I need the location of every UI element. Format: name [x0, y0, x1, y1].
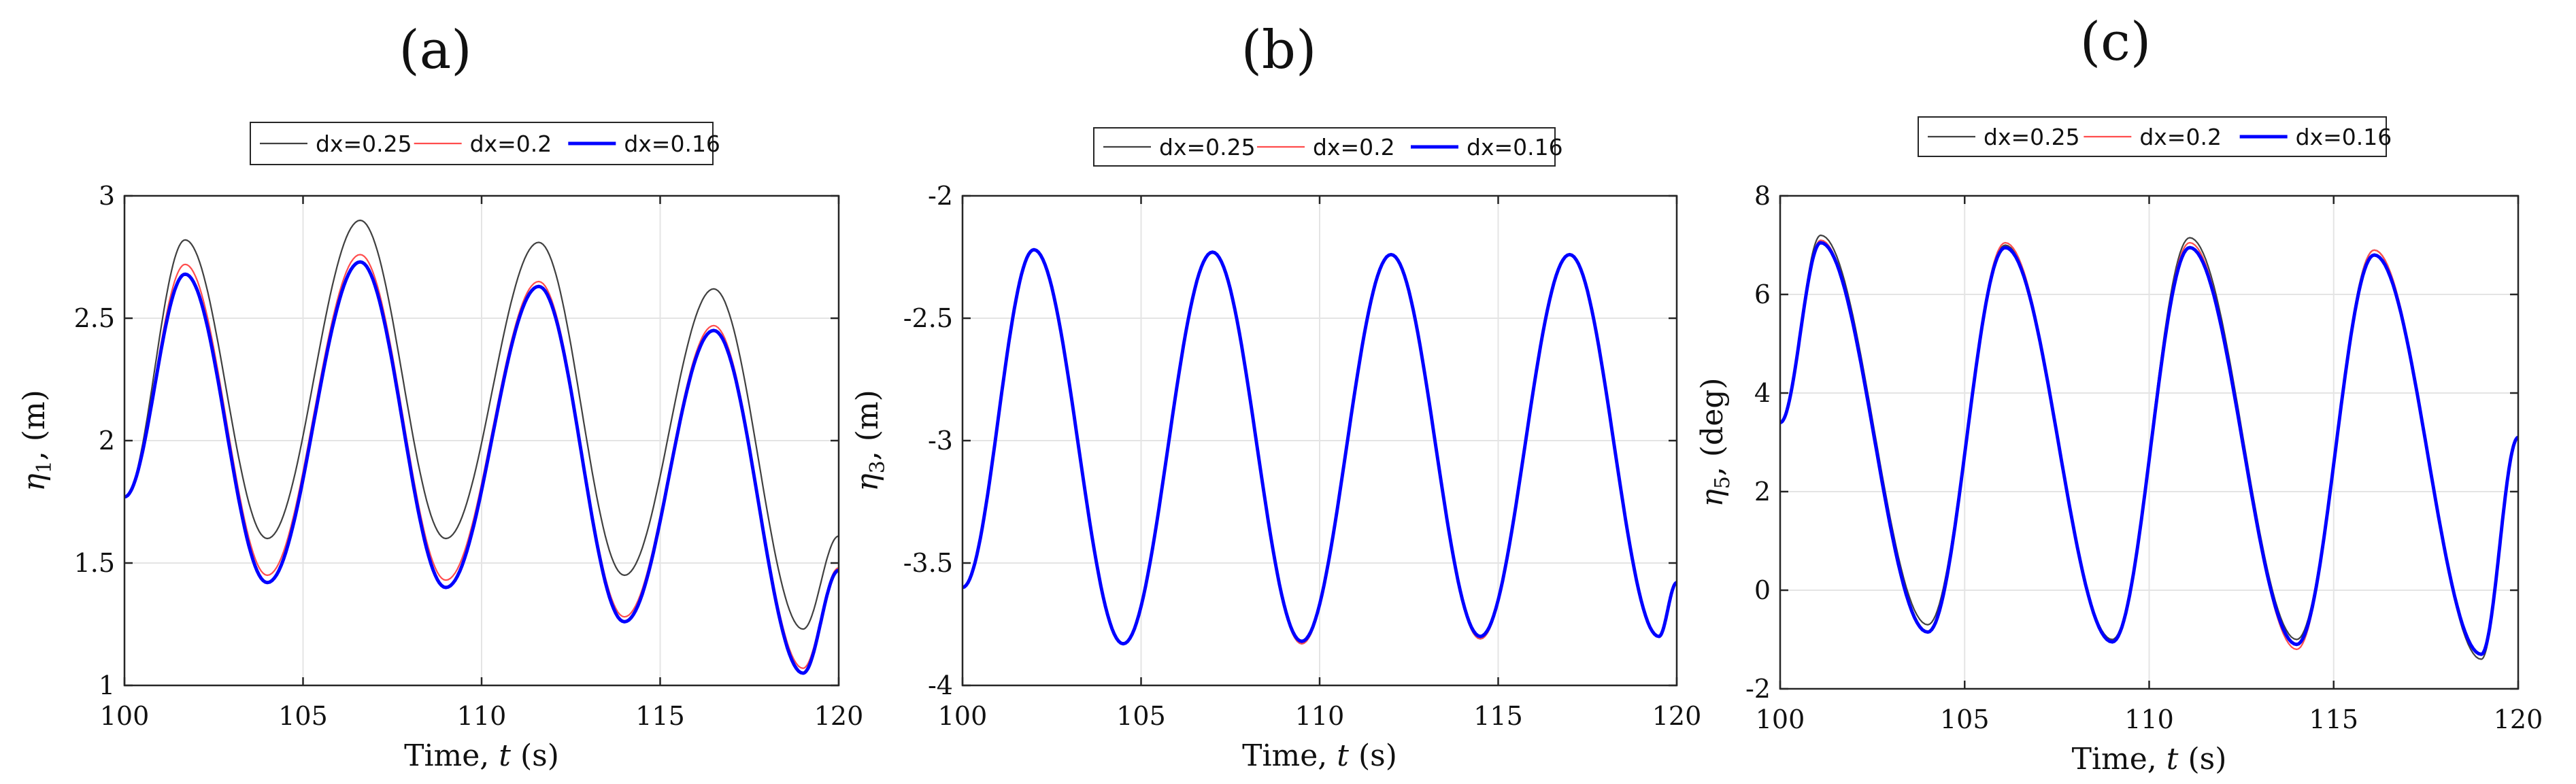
legend-box [250, 122, 714, 165]
chart-panel-2: (b) 100 105 110 115 120 -4 -3.5 -3 -2.5 -2 Time, t … [850, 20, 1701, 773]
y-tick-label: 2.5 [74, 303, 115, 333]
y-tick-label: -2.5 [903, 303, 953, 333]
y-axis-label-symbol: η [17, 473, 52, 491]
y-axis-label: η3, (m) [850, 390, 890, 492]
series-line-dx=0.16 [1779, 241, 2520, 656]
x-tick-label: 105 [278, 701, 328, 731]
x-tick-label: 100 [938, 701, 988, 731]
x-axis-label-prefix: Time, [2072, 742, 2167, 777]
x-axis-label: Time, t (s) [404, 738, 559, 773]
series-line-dx=0.16 [124, 260, 840, 675]
x-axis-label-var: t [499, 738, 511, 773]
panel-label: (b) [1241, 20, 1317, 81]
x-tick-label: 120 [1652, 701, 1702, 731]
x-tick-label: 105 [1940, 704, 1990, 734]
y-axis-label-subscript: 1 [33, 460, 56, 473]
x-tick-label: 115 [635, 701, 685, 731]
y-axis-label-symbol: η [1695, 489, 1730, 507]
x-axis-label-var: t [1337, 738, 1349, 773]
x-axis-label-unit: (s) [1349, 738, 1397, 773]
x-tick-label: 100 [100, 701, 150, 731]
y-tick-label: 1 [99, 670, 115, 700]
series-line-dx=0.16 [962, 248, 1678, 646]
x-tick-label: 115 [2309, 704, 2358, 734]
legend-box [1093, 127, 1556, 167]
y-axis-label-symbol: η [850, 473, 885, 491]
legend-label: dx=0.16 [1467, 134, 1563, 160]
legend-box [1918, 116, 2387, 157]
y-axis-label: η5, (deg) [1695, 377, 1735, 507]
x-axis-label: Time, t (s) [1242, 738, 1397, 773]
y-axis-label-subscript: 3 [866, 460, 890, 473]
legend: dx=0.25 dx=0.2 dx=0.16 [250, 122, 720, 165]
legend: dx=0.25 dx=0.2 dx=0.16 [1918, 116, 2392, 157]
x-tick-label: 110 [2124, 704, 2174, 734]
legend-label: dx=0.16 [624, 131, 720, 157]
y-tick-label: 4 [1754, 378, 1771, 408]
y-axis-label-unit: , (deg) [1695, 377, 1730, 476]
legend-label: dx=0.25 [1159, 134, 1256, 160]
legend-label: dx=0.25 [316, 131, 412, 157]
y-axis-label-unit: , (m) [17, 390, 52, 460]
legend-label: dx=0.25 [1984, 124, 2080, 150]
x-axis-label-unit: (s) [2178, 742, 2226, 777]
y-tick-label: -2 [1745, 674, 1771, 704]
y-tick-label: 6 [1754, 279, 1771, 309]
x-tick-label: 105 [1116, 701, 1166, 731]
legend: dx=0.25 dx=0.2 dx=0.16 [1093, 127, 1563, 167]
panel-label: (c) [2080, 12, 2152, 73]
legend-label: dx=0.2 [470, 131, 552, 157]
y-axis-label-unit: , (m) [850, 390, 885, 460]
legend-label: dx=0.16 [2296, 124, 2392, 150]
y-tick-label: -2 [928, 181, 953, 211]
x-axis-label-unit: (s) [511, 738, 559, 773]
y-tick-label: -4 [928, 670, 953, 700]
y-tick-label: 3 [99, 181, 115, 211]
y-tick-label: 1.5 [74, 548, 115, 578]
y-tick-label: 8 [1754, 181, 1771, 211]
y-tick-label: -3.5 [903, 548, 953, 578]
y-tick-label: -3 [928, 426, 953, 456]
y-axis-label-subscript: 5 [1711, 476, 1735, 489]
y-axis-label: η1, (m) [17, 390, 56, 492]
legend-label: dx=0.2 [2139, 124, 2222, 150]
y-tick-label: 0 [1754, 575, 1771, 605]
chart-panel-3: (c) 100 105 110 115 120 -2 0 2 4 6 8 Time, t (s) η5, … [1695, 12, 2543, 777]
x-axis-label-prefix: Time, [404, 738, 499, 773]
x-tick-label: 110 [457, 701, 507, 731]
x-axis-label-prefix: Time, [1242, 738, 1337, 773]
series-line-dx=0.25 [124, 219, 839, 630]
x-tick-label: 115 [1473, 701, 1523, 731]
x-tick-label: 120 [814, 701, 864, 731]
y-tick-label: 2 [1754, 477, 1771, 507]
legend-label: dx=0.2 [1313, 134, 1395, 160]
x-tick-label: 100 [1756, 704, 1805, 734]
x-tick-label: 120 [2494, 704, 2543, 734]
panel-label: (a) [399, 20, 471, 81]
y-tick-label: 2 [99, 426, 115, 456]
x-axis-label-var: t [2167, 742, 2179, 777]
x-tick-label: 110 [1295, 701, 1345, 731]
x-axis-label: Time, t (s) [2072, 742, 2227, 777]
